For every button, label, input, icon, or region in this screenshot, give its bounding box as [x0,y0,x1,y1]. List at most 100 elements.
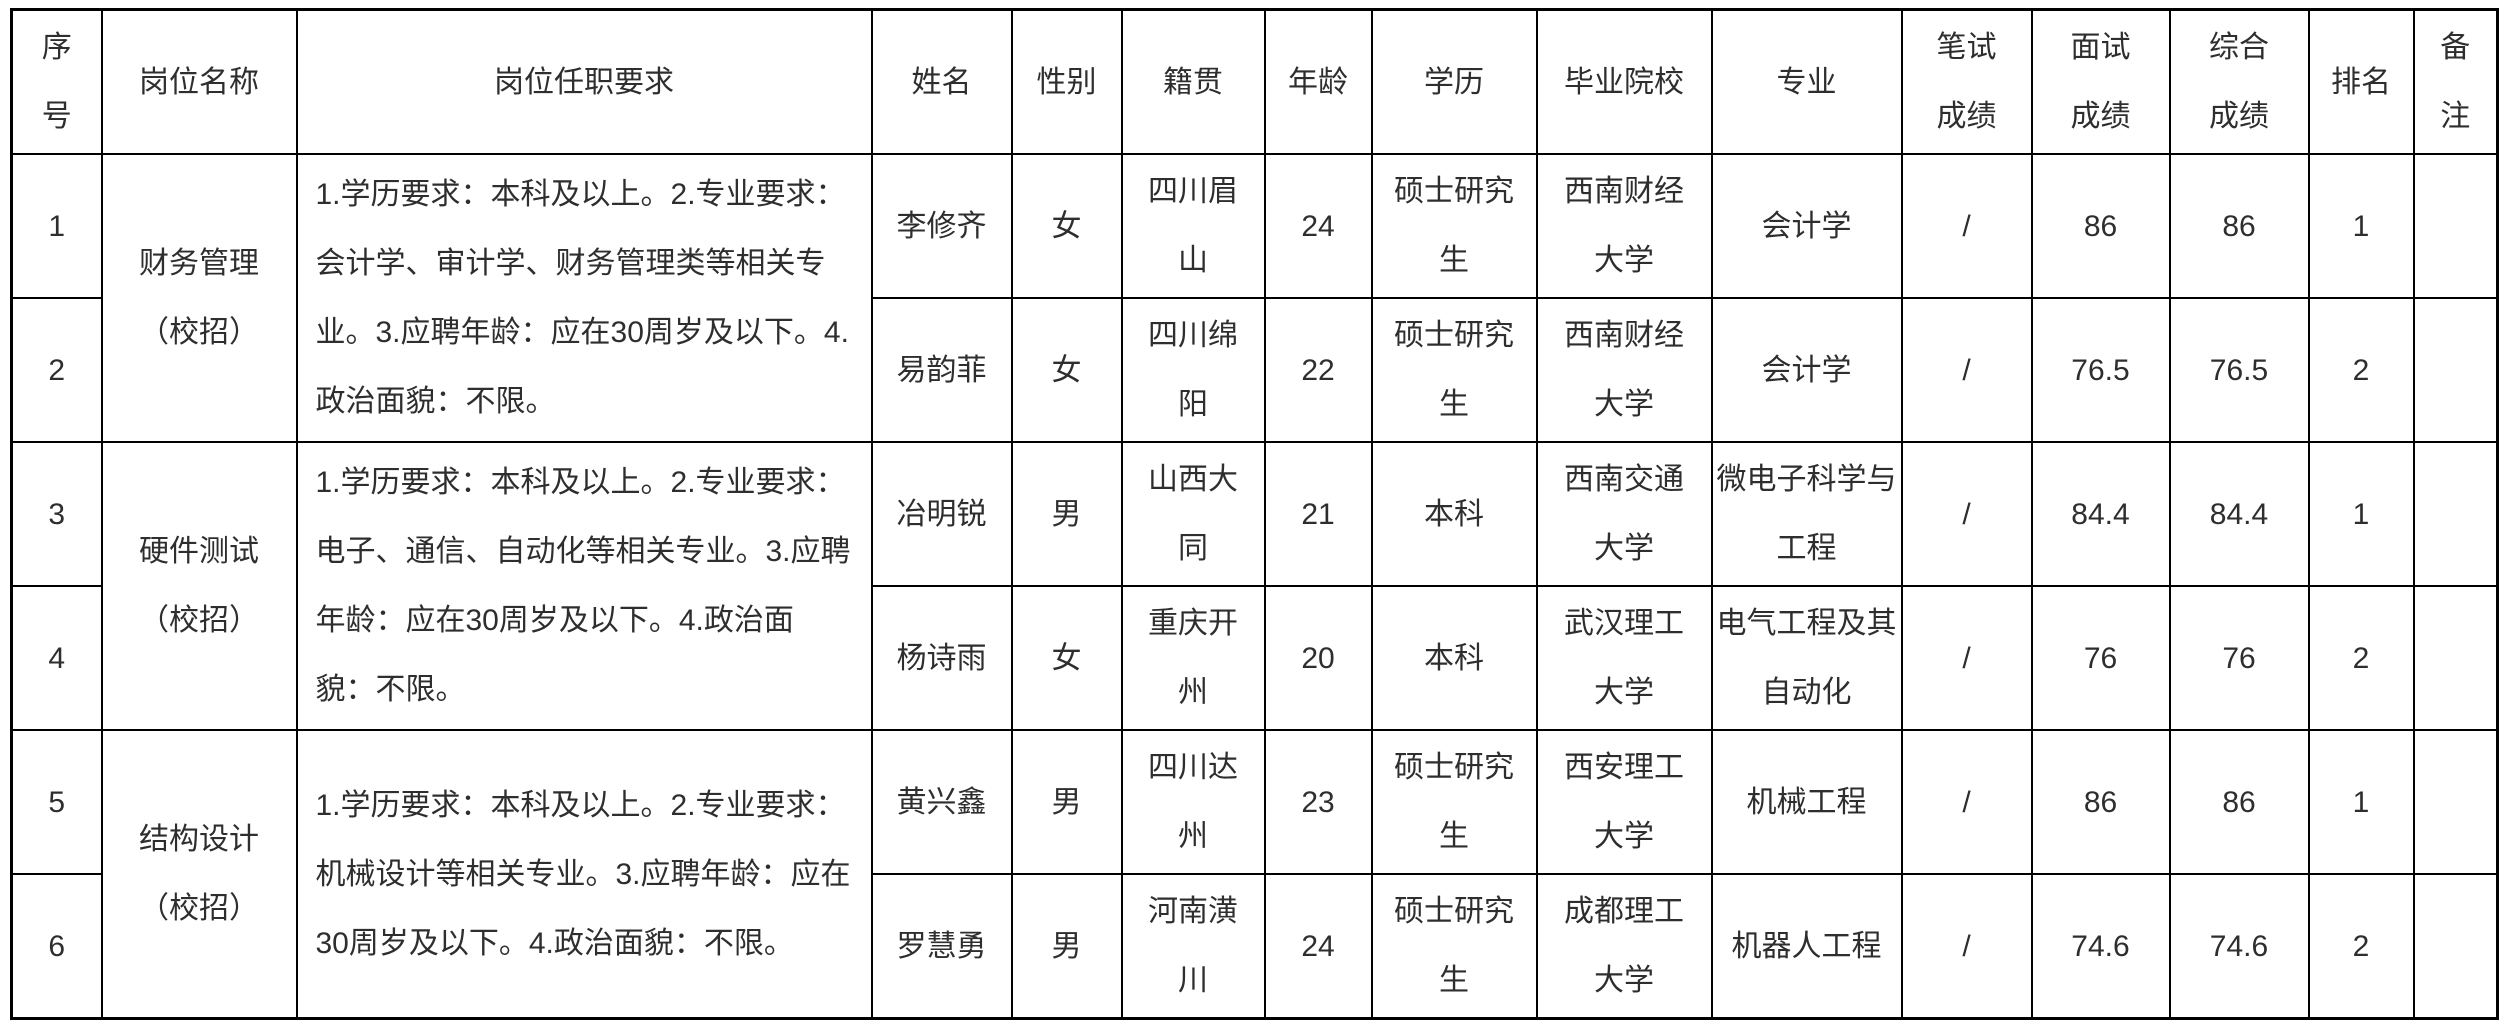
table-row: 2 易韵菲 女 四川绵 阳 22 硕士研究 生 西南财经 大学 会计学 / 76… [10,297,2499,443]
recruitment-score-table: 序号 岗位名称 岗位任职要求 姓名 性别 籍贯 年龄 学历 毕业院校 专业 笔试… [10,8,2499,1020]
col-header-serial: 序号 [10,8,103,155]
cell-overall-score: 76 [2168,585,2310,731]
col-header-overall-score: 综合 成绩 [2168,8,2310,155]
cell-gender: 男 [1010,729,1123,875]
cell-gender: 女 [1010,297,1123,443]
cell-remark [2412,585,2499,731]
cell-education: 硕士研究 生 [1370,153,1538,299]
cell-interview-score: 86 [2030,729,2171,875]
cell-serial: 5 [10,729,103,875]
cell-written-score: / [1900,585,2033,731]
cell-hometown: 重庆开 州 [1120,585,1266,731]
cell-major: 会计学 [1710,297,1903,443]
table-row: 3 硬件测试 （校招） 1.学历要求：本科及以上。2.专业要求：电子、通信、自动… [10,441,2499,731]
cell-written-score: / [1900,873,2033,1020]
table-row: 6 罗慧勇 男 河南潢 川 24 硕士研究 生 成都理工 大学 机器人工程 / … [10,873,2499,1020]
cell-age: 20 [1263,585,1373,731]
cell-remark [2412,873,2499,1020]
col-header-interview-score: 面试 成绩 [2030,8,2171,155]
cell-written-score: / [1900,729,2033,875]
table-header: 序号 岗位名称 岗位任职要求 姓名 性别 籍贯 年龄 学历 毕业院校 专业 笔试… [10,8,2499,155]
cell-written-score: / [1900,153,2033,299]
col-header-education: 学历 [1370,8,1538,155]
cell-serial: 2 [10,297,103,443]
col-header-gender: 性别 [1010,8,1123,155]
cell-written-score: / [1900,441,2033,587]
cell-overall-score: 84.4 [2168,441,2310,587]
cell-age: 21 [1263,441,1373,587]
cell-name: 杨诗雨 [870,585,1013,731]
cell-gender: 女 [1010,585,1123,731]
table-row: 4 杨诗雨 女 重庆开 州 20 本科 武汉理工 大学 电气工程及其 自动化 /… [10,585,2499,731]
cell-major: 会计学 [1710,153,1903,299]
cell-remark [2412,729,2499,875]
cell-major: 机械工程 [1710,729,1903,875]
col-header-remark: 备注 [2412,8,2499,155]
col-header-rank: 排名 [2307,8,2415,155]
cell-age: 24 [1263,873,1373,1020]
cell-rank: 2 [2307,873,2415,1020]
col-header-requirements: 岗位任职要求 [295,8,873,155]
cell-name: 黄兴鑫 [870,729,1013,875]
cell-rank: 1 [2307,441,2415,587]
cell-school: 西安理工 大学 [1535,729,1713,875]
cell-rank: 1 [2307,729,2415,875]
cell-requirements-group: 1.学历要求：本科及以上。2.专业要求：电子、通信、自动化等相关专业。3.应聘年… [295,441,873,731]
cell-age: 24 [1263,153,1373,299]
cell-name: 罗慧勇 [870,873,1013,1020]
cell-education: 硕士研究 生 [1370,297,1538,443]
cell-gender: 男 [1010,441,1123,587]
cell-requirements-group: 1.学历要求：本科及以上。2.专业要求：会计学、审计学、财务管理类等相关专业。3… [295,153,873,443]
cell-serial: 6 [10,873,103,1020]
cell-interview-score: 86 [2030,153,2171,299]
cell-major: 机器人工程 [1710,873,1903,1020]
cell-serial: 1 [10,153,103,299]
cell-overall-score: 74.6 [2168,873,2310,1020]
cell-remark [2412,297,2499,443]
cell-school: 成都理工 大学 [1535,873,1713,1020]
cell-interview-score: 76.5 [2030,297,2171,443]
cell-serial: 4 [10,585,103,731]
header-row: 序号 岗位名称 岗位任职要求 姓名 性别 籍贯 年龄 学历 毕业院校 专业 笔试… [10,8,2499,155]
cell-hometown: 河南潢 川 [1120,873,1266,1020]
cell-written-score: / [1900,297,2033,443]
table-row: 1 财务管理 （校招） 1.学历要求：本科及以上。2.专业要求：会计学、审计学、… [10,153,2499,443]
col-header-name: 姓名 [870,8,1013,155]
cell-age: 23 [1263,729,1373,875]
cell-hometown: 四川达 州 [1120,729,1266,875]
cell-gender: 男 [1010,873,1123,1020]
cell-school: 武汉理工 大学 [1535,585,1713,731]
cell-major: 电气工程及其 自动化 [1710,585,1903,731]
cell-education: 硕士研究 生 [1370,873,1538,1020]
col-header-age: 年龄 [1263,8,1373,155]
cell-name: 李修齐 [870,153,1013,299]
cell-serial: 3 [10,441,103,587]
cell-education: 本科 [1370,585,1538,731]
table-body: 1 财务管理 （校招） 1.学历要求：本科及以上。2.专业要求：会计学、审计学、… [10,153,2499,1020]
cell-hometown: 四川眉 山 [1120,153,1266,299]
cell-rank: 1 [2307,153,2415,299]
cell-overall-score: 86 [2168,729,2310,875]
cell-remark [2412,441,2499,587]
cell-major: 微电子科学与 工程 [1710,441,1903,587]
cell-interview-score: 84.4 [2030,441,2171,587]
cell-hometown: 山西大 同 [1120,441,1266,587]
cell-rank: 2 [2307,585,2415,731]
cell-education: 本科 [1370,441,1538,587]
cell-overall-score: 76.5 [2168,297,2310,443]
col-header-hometown: 籍贯 [1120,8,1266,155]
cell-overall-score: 86 [2168,153,2310,299]
cell-requirements-group: 1.学历要求：本科及以上。2.专业要求：机械设计等相关专业。3.应聘年龄：应在3… [295,729,873,1020]
cell-interview-score: 74.6 [2030,873,2171,1020]
cell-gender: 女 [1010,153,1123,299]
cell-remark [2412,153,2499,299]
cell-hometown: 四川绵 阳 [1120,297,1266,443]
table-row: 5 结构设计 （校招） 1.学历要求：本科及以上。2.专业要求：机械设计等相关专… [10,729,2499,1020]
cell-rank: 2 [2307,297,2415,443]
cell-age: 22 [1263,297,1373,443]
cell-interview-score: 76 [2030,585,2171,731]
cell-school: 西南财经 大学 [1535,153,1713,299]
cell-position-group: 结构设计 （校招） [100,729,298,1020]
cell-name: 易韵菲 [870,297,1013,443]
